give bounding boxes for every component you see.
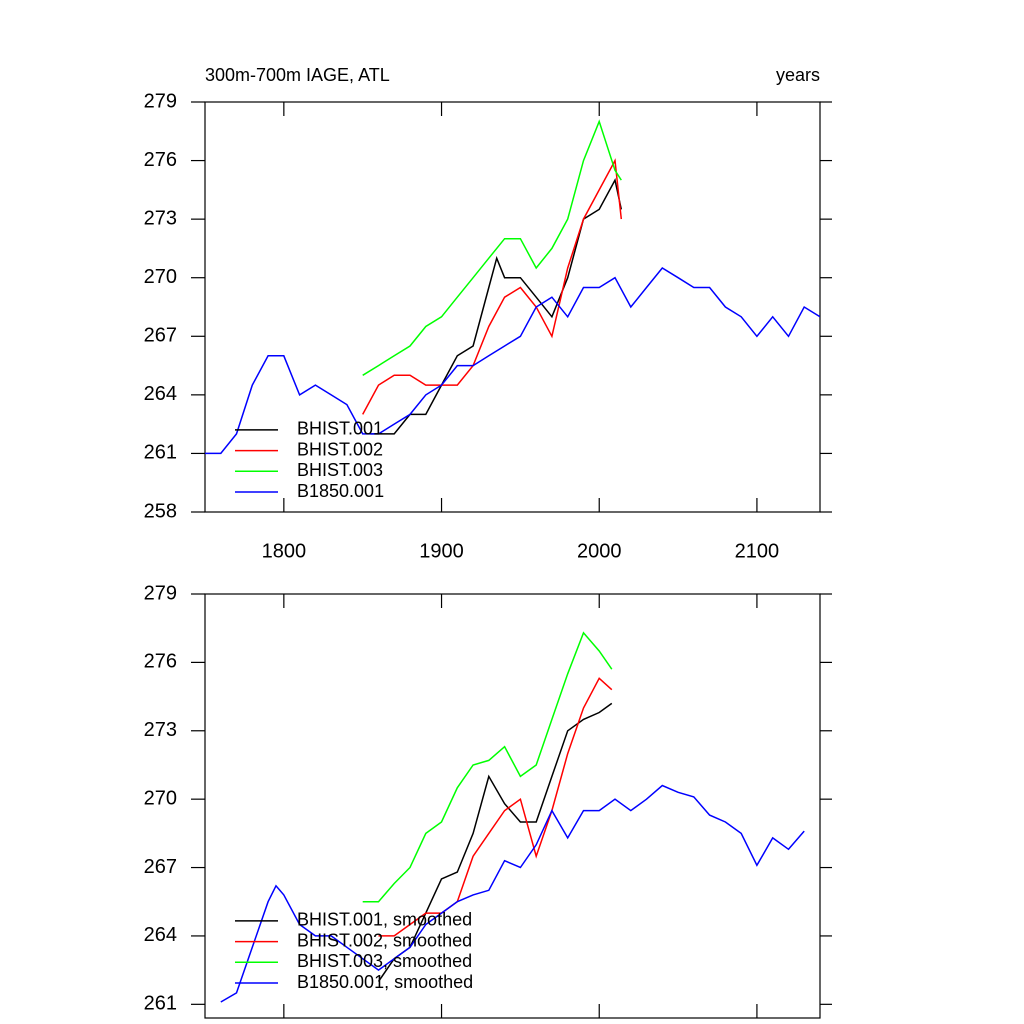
legend-label: BHIST.002 [297, 439, 383, 459]
y-tick-label: 279 [144, 582, 177, 604]
series-line [205, 267, 820, 455]
y-tick-label: 270 [144, 266, 177, 288]
series-line [220, 784, 805, 1003]
series-line [362, 119, 622, 376]
series-line [362, 158, 623, 415]
legend-label: BHIST.001, smoothed [297, 910, 472, 930]
y-tick-label: 279 [144, 90, 177, 112]
panel: 258 261 264 267 270 273 276 279 1800 1900 2000 2100… [144, 65, 832, 562]
y-tick-label: 267 [144, 325, 177, 347]
y-tick-label: 276 [144, 651, 177, 673]
y-tick-label: 270 [144, 787, 177, 809]
y-tick-label: 273 [144, 719, 177, 741]
legend-label: B1850.001, smoothed [297, 972, 473, 992]
legend-label: BHIST.003, smoothed [297, 951, 472, 971]
chart-units: years [776, 65, 820, 85]
x-tick-label: 2100 [735, 540, 780, 562]
series-line [378, 677, 613, 937]
legend-label: BHIST.002, smoothed [297, 930, 472, 950]
y-tick-label: 264 [144, 924, 177, 946]
y-tick-label: 273 [144, 207, 177, 229]
x-tick-label: 1900 [419, 540, 464, 562]
y-tick-label: 261 [144, 442, 177, 464]
plot-frame [204, 101, 821, 513]
plot-frame [204, 593, 821, 1019]
x-tick-label: 2000 [577, 540, 622, 562]
y-tick-label: 258 [144, 500, 177, 522]
legend-label: BHIST.001 [297, 419, 383, 439]
series-line [362, 631, 613, 903]
legend-label: B1850.001 [297, 481, 384, 501]
chart-title: 300m-700m IAGE, ATL [205, 65, 390, 85]
y-tick-label: 264 [144, 383, 177, 405]
y-tick-label: 261 [144, 993, 177, 1015]
y-tick-label: 267 [144, 856, 177, 878]
y-tick-label: 276 [144, 149, 177, 171]
series-line [377, 702, 613, 982]
x-tick-label: 1800 [262, 540, 307, 562]
panel: 261 264 267 270 273 276 279 BHIST.001, smoothed… [144, 582, 832, 1019]
legend-label: BHIST.003 [297, 460, 383, 480]
